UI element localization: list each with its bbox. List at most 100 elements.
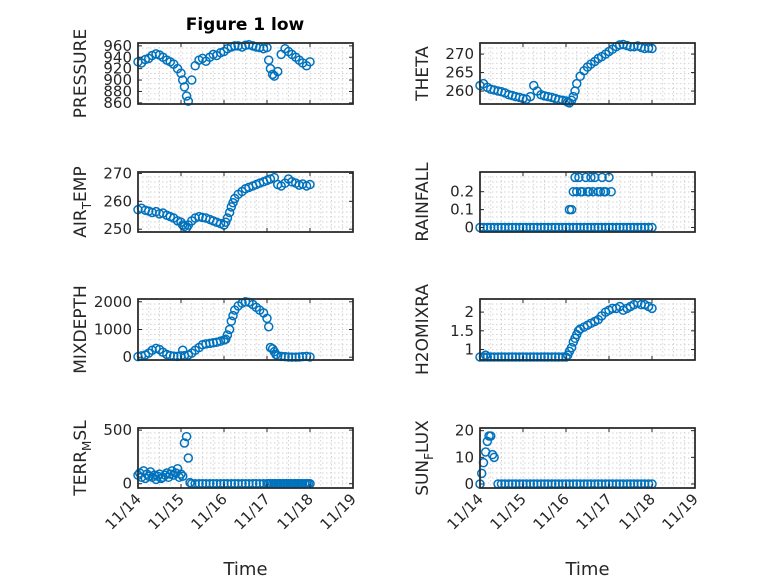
data-point <box>179 438 190 448</box>
data-point <box>577 186 588 197</box>
subplot-rainfall: 00.10.2 RAINFALL <box>413 162 696 242</box>
y-tick-label: 10 <box>455 448 474 466</box>
data-point <box>493 352 503 362</box>
data-point <box>595 186 606 197</box>
subplot-h2omixra: 11.52 H2OMIXRA <box>413 284 696 375</box>
y-tick-label: 0 <box>464 475 474 493</box>
y-axis-label-subscript: F <box>422 453 436 460</box>
y-tick-label: 265 <box>445 64 474 82</box>
y-axis-label-subscript: M <box>80 441 94 451</box>
x-tick-label: 11/19 <box>317 490 360 533</box>
data-point <box>547 352 557 362</box>
y-axis-label-part: TERR <box>71 451 91 497</box>
x-tick-label: 11/17 <box>573 490 616 533</box>
data-point <box>220 217 231 227</box>
data-point <box>557 352 568 362</box>
y-axis-label: SUNFLUX <box>413 420 436 496</box>
x-tick-label: 11/18 <box>616 490 659 533</box>
y-tick-label: 940 <box>103 48 132 66</box>
plot-area <box>137 298 354 361</box>
y-tick-label: 880 <box>103 82 132 100</box>
data-point <box>584 186 594 197</box>
y-axis-label: TERRMSL <box>71 420 94 497</box>
subplot-terr-msl: 0 500 11/14 11/15 11/16 11/17 11/18 11/19 TERRMS… <box>71 420 360 580</box>
x-tick-label: 11/19 <box>659 490 702 533</box>
data-point <box>586 172 596 183</box>
data-point <box>291 352 301 362</box>
figure-title: Figure 1 low <box>186 15 305 35</box>
plot-area <box>479 171 696 233</box>
plot-frame <box>479 42 696 105</box>
data-point <box>572 186 582 197</box>
data-point <box>183 96 194 106</box>
x-tick-label: 11/15 <box>487 490 530 533</box>
y-axis-label: AIRTEMP <box>71 166 94 237</box>
data-point <box>263 55 274 65</box>
x-axis-label: Time <box>564 559 609 580</box>
data-point <box>566 204 577 215</box>
x-tick-label: 11/14 <box>102 490 145 533</box>
y-tick-label: 1000 <box>94 321 132 339</box>
y-tick-label: 920 <box>103 60 132 78</box>
data-point <box>597 172 607 183</box>
data-point <box>176 68 186 78</box>
x-tick-label: 11/16 <box>188 490 231 533</box>
data-point <box>305 352 315 362</box>
x-tick-label: 11/15 <box>145 490 188 533</box>
data-point <box>482 352 493 362</box>
data-point <box>536 352 546 362</box>
y-axis-label: RAINFALL <box>413 162 433 242</box>
data-point <box>263 321 274 332</box>
data-point <box>226 202 237 212</box>
y-axis-label-part: SUN <box>413 460 433 496</box>
y-tick-label: 900 <box>103 71 132 89</box>
data-point <box>224 207 235 218</box>
data-point <box>179 82 190 92</box>
plot-frame <box>137 42 354 105</box>
data-point <box>177 345 188 356</box>
data-point <box>574 172 584 183</box>
data-point <box>572 78 582 89</box>
plot-frame <box>479 427 696 489</box>
y-tick-label: 0.1 <box>450 201 474 219</box>
y-tick-label: 250 <box>103 220 132 238</box>
y-tick-label: 2000 <box>94 293 132 311</box>
data-point <box>486 431 496 441</box>
data-point <box>187 75 197 85</box>
data-point <box>566 342 577 353</box>
data-point <box>647 303 657 314</box>
plot-frame <box>137 171 354 233</box>
y-tick-label: 260 <box>445 82 474 100</box>
data-point <box>476 468 487 479</box>
y-tick-label: 0.2 <box>450 183 474 201</box>
y-axis-label: MIXDEPTH <box>71 285 91 374</box>
y-axis-label-part: SL <box>71 420 91 441</box>
x-tick-label: 11/16 <box>530 490 573 533</box>
y-axis-label: H2OMIXRA <box>413 284 433 375</box>
plot-frame <box>479 298 696 361</box>
data-point <box>222 330 233 340</box>
data-point <box>267 69 278 80</box>
y-axis-label-subscript: T <box>80 201 94 210</box>
data-point <box>177 75 188 85</box>
y-tick-label: 260 <box>103 192 132 210</box>
subplot-sun-flux: 0 10 20 11/14 11/15 11/16 11/17 11/18 11/19 SUNFL… <box>413 420 702 580</box>
x-tick-label: 11/18 <box>274 490 317 533</box>
data-point <box>181 91 192 101</box>
data-point <box>228 197 238 208</box>
data-point <box>600 186 611 197</box>
data-point <box>606 186 616 197</box>
y-tick-label: 2 <box>464 303 474 321</box>
plot-frame <box>479 171 696 233</box>
x-tick-label: 11/14 <box>444 490 487 533</box>
x-tick-label: 11/17 <box>231 490 274 533</box>
x-axis-label: Time <box>222 559 267 580</box>
plot-frame <box>137 427 354 489</box>
y-tick-label: 0 <box>122 475 132 493</box>
data-point <box>222 213 233 223</box>
data-point <box>181 431 192 442</box>
